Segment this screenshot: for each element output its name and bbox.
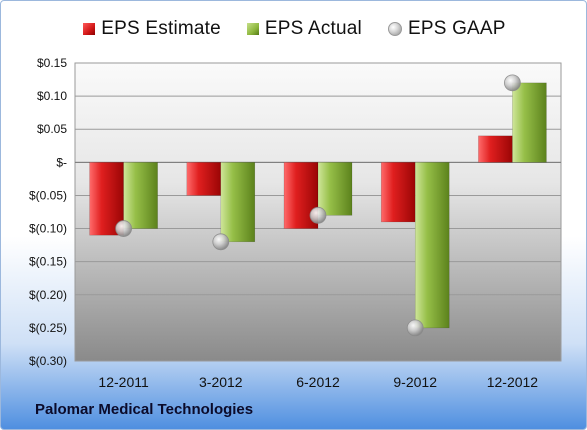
bar-eps-actual (317, 162, 353, 216)
company-name: Palomar Medical Technologies (35, 401, 254, 418)
y-tick-label: $0.10 (37, 89, 67, 103)
bar-eps-estimate (380, 162, 416, 223)
legend-label-actual: EPS Actual (264, 18, 362, 39)
legend-label-gaap: EPS GAAP (407, 18, 506, 39)
x-tick-label: 6-2012 (296, 374, 340, 390)
marker-eps-gaap (212, 233, 230, 251)
x-tick-label: 9-2012 (393, 374, 437, 390)
marker-eps-gaap (406, 319, 424, 337)
x-tick-label: 12-2012 (487, 374, 539, 390)
legend-item-estimate: EPS Estimate (83, 18, 221, 40)
x-tick-label: 12-2011 (98, 374, 149, 390)
bar-eps-estimate (478, 135, 513, 163)
marker-eps-gaap (503, 74, 521, 92)
legend-item-gaap: EPS GAAP (387, 18, 506, 40)
legend-swatch-gaap (387, 22, 402, 36)
y-tick-label: $(0.20) (29, 288, 67, 302)
y-tick-label: $(0.15) (29, 255, 67, 269)
y-tick-label: $(0.05) (29, 188, 67, 202)
bar-eps-estimate (186, 162, 222, 196)
marker-eps-gaap (115, 220, 132, 237)
bar-eps-actual (123, 162, 158, 229)
y-tick-label: $0.05 (37, 122, 67, 136)
legend-swatch-actual (246, 23, 259, 35)
legend: EPS Estimate EPS Actual EPS GAAP (1, 15, 586, 43)
bar-eps-actual (512, 82, 547, 163)
marker-eps-gaap (309, 206, 327, 224)
x-tick-label: 3-2012 (199, 374, 243, 390)
bar-eps-actual (414, 162, 450, 329)
legend-item-actual: EPS Actual (246, 18, 362, 40)
y-tick-label: $- (56, 155, 67, 169)
legend-swatch-estimate (83, 23, 96, 35)
y-tick-label: $(0.25) (29, 321, 67, 335)
legend-label-estimate: EPS Estimate (101, 18, 221, 39)
y-tick-label: $0.15 (37, 56, 67, 70)
bar-eps-actual (220, 162, 256, 243)
y-tick-label: $(0.10) (29, 222, 67, 236)
y-tick-label: $(0.30) (29, 354, 67, 368)
